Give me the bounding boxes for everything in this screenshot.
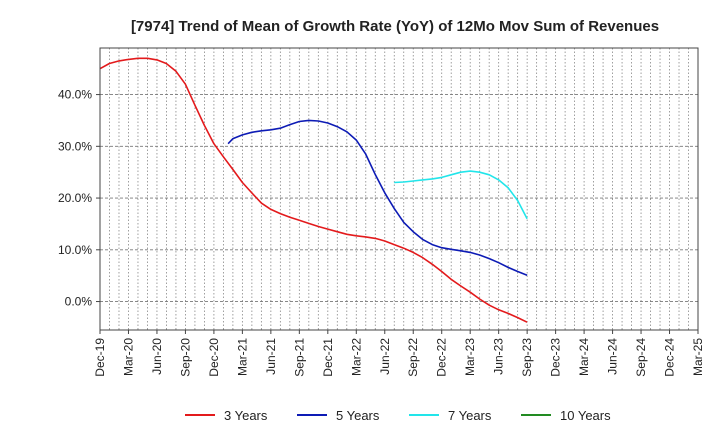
legend: 3 Years 5 Years 7 Years 10 Years: [185, 408, 611, 423]
y-tick-label: 30.0%: [58, 139, 92, 153]
x-tick-label: Sep-23: [520, 338, 534, 377]
y-tick-label: 40.0%: [58, 88, 92, 102]
x-tick-label: Mar-23: [463, 338, 477, 376]
x-tick-label: Sep-20: [178, 338, 192, 377]
x-tick-label: Mar-20: [121, 338, 135, 376]
y-tick-label: 0.0%: [65, 295, 93, 309]
grid: [100, 48, 698, 330]
x-tick-label: Jun-22: [378, 338, 392, 375]
x-tick-label: Dec-23: [549, 338, 563, 377]
legend-label: 5 Years: [336, 408, 380, 423]
y-tick-label: 10.0%: [58, 243, 92, 257]
x-tick-label: Dec-20: [207, 338, 221, 377]
x-tick-label: Mar-22: [349, 338, 363, 376]
plot-series: [99, 57, 528, 323]
plot-frame: [99, 47, 699, 331]
x-tick-label: Jun-24: [606, 338, 620, 375]
x-tick-label: Mar-25: [691, 338, 705, 376]
chart-title: [7974] Trend of Mean of Growth Rate (YoY…: [131, 18, 659, 35]
x-tick-label: Sep-24: [634, 338, 648, 377]
x-tick-label: Mar-21: [235, 338, 249, 376]
x-tick-label: Dec-24: [663, 338, 677, 377]
series-line-7-years: [394, 170, 528, 220]
x-tick-label: Jun-23: [492, 338, 506, 375]
x-tick-label: Jun-20: [150, 338, 164, 375]
x-tick-label: Dec-19: [93, 338, 107, 377]
series-line-5-years: [227, 119, 528, 276]
legend-label: 10 Years: [560, 408, 611, 423]
x-tick-label: Dec-22: [435, 338, 449, 377]
legend-label: 3 Years: [224, 408, 268, 423]
y-tick-label: 20.0%: [58, 191, 92, 205]
series-line-3-years: [99, 57, 528, 323]
x-tick-label: Sep-21: [292, 338, 306, 377]
x-tick-label: Dec-21: [321, 338, 335, 377]
legend-label: 7 Years: [448, 408, 492, 423]
x-axis: Dec-19 Mar-20 Jun-20 Sep-20 Dec-20 Mar-21 Jun-…: [93, 330, 705, 377]
x-tick-label: Mar-24: [577, 338, 591, 376]
y-axis: 0.0% 10.0% 20.0% 30.0% 40.0%: [58, 88, 100, 309]
x-tick-label: Sep-22: [406, 338, 420, 377]
x-tick-label: Jun-21: [264, 338, 278, 375]
